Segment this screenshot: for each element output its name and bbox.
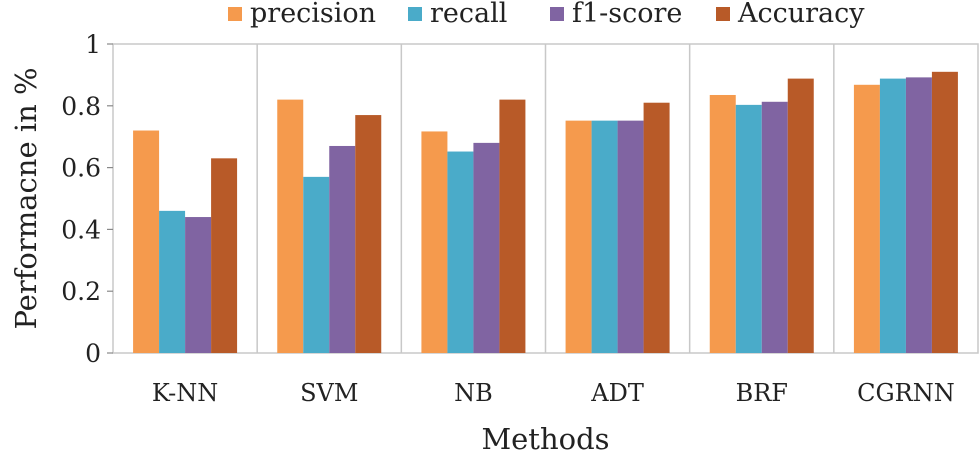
bar-f1-score-brf bbox=[761, 101, 788, 354]
legend-label: f1-score bbox=[572, 0, 682, 29]
bar-f1-score-nb bbox=[473, 142, 500, 353]
legend-swatch bbox=[408, 7, 422, 21]
bar-recall-cgrnn bbox=[879, 78, 906, 353]
x-tick-label: NB bbox=[454, 379, 493, 407]
bar-recall-nb bbox=[447, 151, 474, 353]
bar-accuracy-brf bbox=[787, 78, 814, 353]
x-axis: K-NN SVM NB ADT BRF CGRNN bbox=[152, 379, 955, 407]
y-tick-label: 0.2 bbox=[61, 277, 101, 306]
bar-recall-k-nn bbox=[159, 210, 186, 353]
x-axis-title: Methods bbox=[481, 422, 609, 455]
x-tick-label: K-NN bbox=[152, 379, 218, 407]
y-axis: 0 0.2 0.4 0.6 0.8 1 bbox=[61, 30, 113, 368]
legend-swatch bbox=[228, 7, 242, 21]
legend-label: Accuracy bbox=[737, 0, 865, 29]
legend-swatch bbox=[550, 7, 564, 21]
bar-precision-svm bbox=[277, 99, 304, 354]
legend-label: recall bbox=[430, 0, 507, 29]
x-tick-label: SVM bbox=[300, 379, 358, 407]
y-tick-label: 0 bbox=[85, 339, 101, 368]
y-axis-title: Performacne in % bbox=[9, 67, 43, 329]
y-tick-label: 0.4 bbox=[61, 215, 101, 244]
bar-f1-score-k-nn bbox=[185, 217, 212, 353]
bar-f1-score-adt bbox=[617, 120, 644, 353]
bar-precision-k-nn bbox=[133, 130, 160, 353]
bar-accuracy-cgrnn bbox=[931, 71, 958, 353]
bar-accuracy-adt bbox=[643, 102, 670, 354]
y-tick-label: 1 bbox=[85, 30, 101, 59]
x-tick-label: BRF bbox=[736, 379, 788, 407]
bar-recall-svm bbox=[303, 176, 330, 353]
bar-precision-cgrnn bbox=[853, 84, 880, 354]
bar-precision-nb bbox=[421, 131, 448, 353]
bar-precision-adt bbox=[565, 120, 592, 353]
x-tick-label: ADT bbox=[590, 379, 644, 407]
legend: precision recall f1-score Accuracy bbox=[228, 0, 865, 29]
bar-precision-brf bbox=[709, 94, 736, 354]
bar-recall-brf bbox=[735, 104, 762, 353]
bar-recall-adt bbox=[591, 120, 618, 353]
bar-f1-score-svm bbox=[329, 145, 356, 353]
x-tick-label: CGRNN bbox=[857, 379, 955, 407]
y-tick-label: 0.6 bbox=[61, 154, 101, 183]
y-tick-label: 0.8 bbox=[61, 92, 101, 121]
bar-f1-score-cgrnn bbox=[905, 77, 932, 353]
bar-accuracy-k-nn bbox=[211, 158, 238, 353]
legend-swatch bbox=[716, 7, 730, 21]
bar-accuracy-nb bbox=[499, 99, 526, 354]
legend-label: precision bbox=[250, 0, 376, 29]
bar-accuracy-svm bbox=[355, 115, 382, 353]
plot-area bbox=[112, 43, 979, 354]
